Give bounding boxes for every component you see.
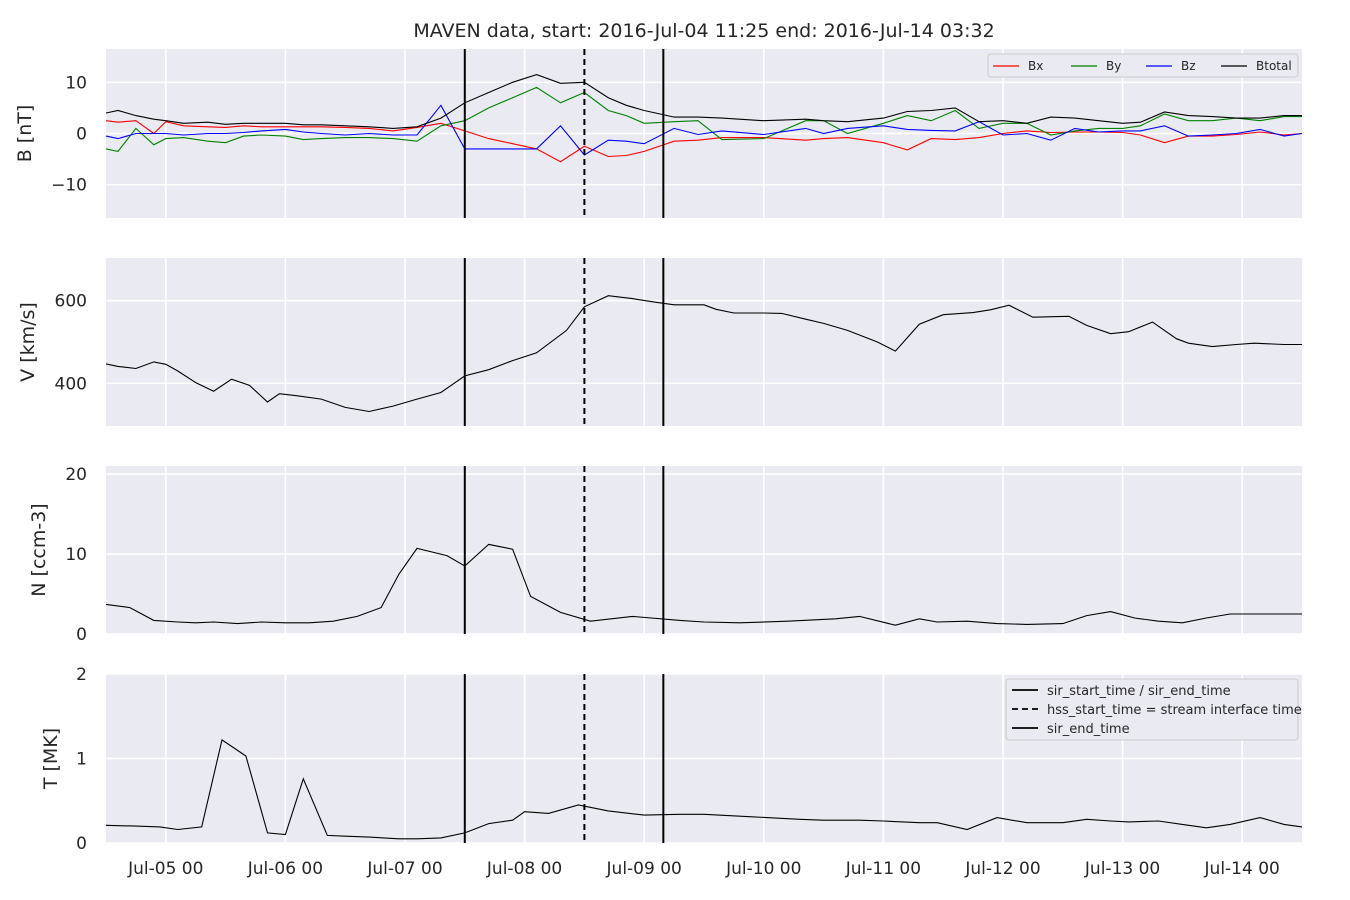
- panel-b-field: −10 0 10 B [nT] Bx By Bz Btotal: [14, 49, 1302, 218]
- plot-area: [106, 258, 1302, 426]
- panel-density: 0 10 20 N [ccm-3]: [28, 465, 1302, 645]
- x-tick-label: Jul-07 00: [366, 859, 442, 879]
- legend-frame: [987, 53, 1299, 78]
- series-btotal-line: [106, 74, 1302, 129]
- x-tick-label: Jul-11 00: [845, 859, 921, 879]
- x-tick-label: Jul-10 00: [725, 859, 801, 879]
- x-tick-label: Jul-13 00: [1084, 859, 1160, 879]
- x-tick-label: Jul-09 00: [606, 859, 682, 879]
- legend-label: By: [1106, 59, 1121, 73]
- series-by-line: [106, 86, 1302, 153]
- x-tick-label: Jul-05 00: [127, 859, 203, 879]
- x-tick-label: Jul-06 00: [247, 859, 323, 879]
- y-axis-label: T [MK]: [40, 728, 62, 790]
- x-tick-label: Jul-12 00: [964, 859, 1040, 879]
- panel-temperature: Jul-05 00 Jul-06 00 Jul-07 00 Jul-08 00 Jul-…: [40, 665, 1302, 879]
- y-tick-label: 0: [76, 834, 87, 854]
- legend-label: Bx: [1028, 59, 1043, 73]
- x-tick-label: Jul-08 00: [486, 859, 562, 879]
- y-tick-label: 1: [76, 750, 87, 770]
- legend: Bx By Bz Btotal: [987, 53, 1299, 78]
- y-tick-label: 10: [65, 545, 87, 565]
- y-tick-label: 400: [55, 374, 87, 394]
- y-axis-label: B [nT]: [14, 105, 36, 163]
- legend-frame: [1005, 678, 1299, 741]
- y-tick-label: −10: [51, 176, 87, 196]
- y-tick-label: 10: [65, 73, 87, 93]
- plot-area: [106, 466, 1302, 634]
- legend-label: sir_start_time / sir_end_time: [1047, 684, 1231, 699]
- y-tick-label: 600: [55, 292, 87, 312]
- y-tick-label: 0: [76, 125, 87, 145]
- y-axis-label: N [ccm-3]: [28, 503, 50, 596]
- legend-label: sir_end_time: [1047, 722, 1130, 737]
- x-tick-label: Jul-14 00: [1204, 859, 1280, 879]
- y-tick-label: 2: [76, 665, 87, 685]
- legend-label: hss_start_time = stream interface time: [1047, 703, 1302, 718]
- legend-label: Bz: [1181, 59, 1196, 73]
- y-tick-label: 0: [76, 625, 87, 645]
- legend-label: Btotal: [1256, 59, 1292, 73]
- panel-velocity: 400 600 V [km/s]: [17, 258, 1302, 426]
- legend: sir_start_time / sir_end_time hss_start_t…: [1005, 678, 1302, 741]
- y-axis-label: V [km/s]: [17, 302, 39, 382]
- series-t-line: [106, 738, 1302, 840]
- y-tick-label: 20: [65, 465, 87, 485]
- figure-title: MAVEN data, start: 2016-Jul-04 11:25 end…: [413, 20, 994, 42]
- series-bz-line: [106, 104, 1302, 156]
- series-n-line: [106, 543, 1302, 626]
- series-v-line: [106, 295, 1302, 413]
